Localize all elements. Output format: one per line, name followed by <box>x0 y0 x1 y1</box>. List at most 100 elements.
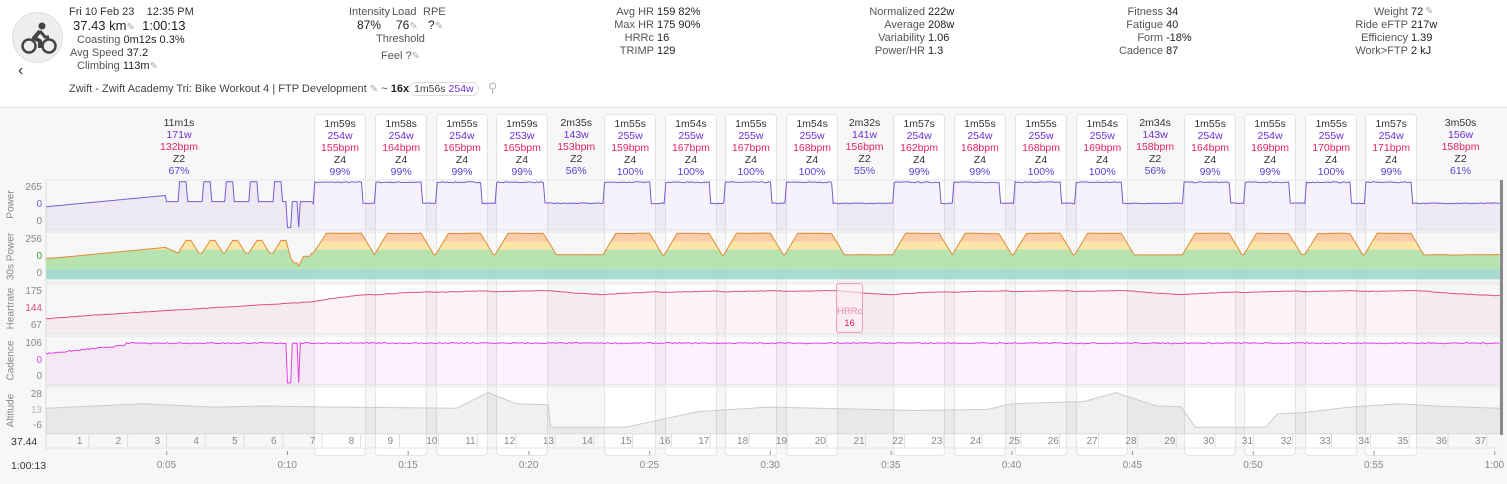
km-label: 21 <box>853 436 865 447</box>
interval-5[interactable]: 1m59s 253w 165bpm Z4 99% <box>495 114 548 456</box>
interval-hr: 168bpm <box>793 142 832 154</box>
y-tick-label: 0 <box>36 199 42 210</box>
interval-hr: 155bpm <box>321 142 359 154</box>
km-label: 36 <box>1436 436 1448 447</box>
km-label: 34 <box>1358 436 1370 447</box>
interval-hr: 156bpm <box>845 141 884 153</box>
cadence-line <box>45 341 1500 384</box>
interval-7[interactable]: 1m55s 255w 159bpm Z4 100% <box>604 114 657 456</box>
km-label: 26 <box>1047 436 1059 447</box>
stat-label: HRRc <box>624 32 654 44</box>
interval-11[interactable]: 2m32s 141w 156bpm Z2 55% <box>834 114 895 177</box>
y-tick-label: 0 <box>36 354 42 366</box>
interval-hr: 164bpm <box>1191 142 1230 154</box>
y-tick-label: 13 <box>30 404 42 416</box>
interval-2[interactable]: 1m59s 254w 155bpm Z4 99% <box>314 114 367 456</box>
interval-power: 254w <box>449 130 475 142</box>
repeat-count: 16x <box>390 83 410 95</box>
interval-duration: 1m57s <box>1375 118 1407 130</box>
interval-duration: 1m55s <box>446 118 478 130</box>
chart-scroll-handle[interactable] <box>1500 180 1503 435</box>
stat-value: 16 <box>657 32 670 44</box>
search-icon[interactable]: ⚲ <box>487 80 498 95</box>
interval-8[interactable]: 1m54s 255w 167bpm Z4 100% <box>664 114 717 456</box>
distance-value: 37.43 km <box>73 18 127 33</box>
stat-value: 1.06 <box>928 32 950 44</box>
repeat-pill[interactable]: 1m56s 254w <box>409 82 479 96</box>
interval-power: 254w <box>906 130 932 142</box>
interval-10[interactable]: 1m54s 255w 168bpm Z4 100% <box>786 114 839 456</box>
repeat-power: 254w <box>448 83 474 95</box>
km-label: 27 <box>1086 436 1098 447</box>
interval-percent: 99% <box>969 166 991 178</box>
interval-3[interactable]: 1m58s 254w 164bpm Z4 99% <box>375 114 428 456</box>
interval-percent: 100% <box>737 166 765 178</box>
km-label: 33 <box>1319 436 1331 447</box>
load-label: Load <box>392 6 417 18</box>
interval-15[interactable]: 1m54s 255w 169bpm Z4 100% <box>1076 114 1129 456</box>
interval-power: 255w <box>1028 130 1054 142</box>
stat-value: 72 <box>1411 6 1424 18</box>
zone-band-1 <box>46 268 1500 280</box>
edit-load-icon[interactable]: ✎ <box>409 21 418 32</box>
time-tick-label: 1:00 <box>1484 460 1505 471</box>
interval-19[interactable]: 1m55s 255w 170bpm Z4 100% <box>1305 114 1358 456</box>
interval-duration: 1m57s <box>903 118 935 130</box>
km-label: 29 <box>1164 436 1176 447</box>
interval-percent: 100% <box>1027 166 1055 178</box>
interval-power: 255w <box>738 130 764 142</box>
interval-duration: 1m58s <box>385 118 417 130</box>
edit-name-icon[interactable]: ✎ <box>369 84 379 95</box>
stat-label: TRIMP <box>619 45 654 57</box>
back-chevron-icon[interactable]: ‹ <box>18 62 24 79</box>
interval-20[interactable]: 1m57s 254w 171bpm Z4 99% <box>1365 114 1418 456</box>
y-tick-label: 28 <box>30 389 42 400</box>
altitude-line <box>45 392 1500 428</box>
edit-feel-icon[interactable]: ✎ <box>411 51 420 62</box>
interval-power: 254w <box>1197 130 1223 142</box>
interval-duration: 1m54s <box>675 118 707 130</box>
stat-value: 34 <box>1166 6 1179 18</box>
edit-distance-icon[interactable]: ✎ <box>126 22 135 33</box>
interval-9[interactable]: 1m55s 255w 167bpm Z4 100% <box>724 114 777 456</box>
interval-18[interactable]: 1m55s 254w 169bpm Z4 99% <box>1244 114 1297 456</box>
interval-16[interactable]: 2m34s 143w 158bpm Z2 56% <box>1124 114 1186 177</box>
km-label: 4 <box>193 436 199 447</box>
interval-power: 255w <box>617 130 643 142</box>
y-tick-label: 106 <box>25 338 42 349</box>
interval-zone: Z4 <box>912 154 926 166</box>
interval-1[interactable]: 11m1s 171w 132bpm Z2 67% <box>46 114 312 177</box>
km-label: 8 <box>348 436 355 447</box>
interval-21[interactable]: 3m50s 156w 158bpm Z2 61% <box>1414 114 1507 177</box>
interval-6[interactable]: 2m35s 143w 153bpm Z2 56% <box>545 114 607 177</box>
interval-14[interactable]: 1m55s 255w 168bpm Z4 100% <box>1015 114 1068 456</box>
workout-name[interactable]: Zwift - Zwift Academy Tri: Bike Workout … <box>69 83 367 95</box>
edit-climbing-icon[interactable]: ✎ <box>149 61 158 72</box>
power-area <box>46 181 1500 230</box>
climbing-label: Climbing <box>77 60 120 72</box>
col-fitness-row: Cadence 87 <box>963 45 1178 58</box>
edit-weight-icon[interactable]: ✎ <box>1425 6 1434 17</box>
km-label: 28 <box>1125 436 1137 447</box>
hrrc-marker[interactable]: HRRc 16 <box>836 283 863 333</box>
interval-12[interactable]: 1m57s 254w 162bpm Z4 99% <box>893 114 946 456</box>
time-total: 1:00:13 <box>11 460 47 472</box>
km-label: 13 <box>542 436 554 447</box>
interval-13[interactable]: 1m55s 254w 168bpm Z4 99% <box>953 114 1006 456</box>
interval-duration: 1m59s <box>506 118 538 130</box>
interval-zone: Z2 <box>570 153 583 165</box>
interval-percent: 99% <box>390 166 412 178</box>
interval-4[interactable]: 1m55s 254w 165bpm Z4 99% <box>435 114 488 456</box>
interval-power: 253w <box>509 130 535 142</box>
col-power-row: Normalized 222w <box>725 6 954 19</box>
interval-17[interactable]: 1m55s 254w 164bpm Z4 99% <box>1184 114 1237 456</box>
interval-duration: 3m50s <box>1444 117 1477 129</box>
y-tick-label: 265 <box>25 182 42 193</box>
hrrc-label: HRRc <box>837 306 863 317</box>
repeat-prefix: ~ <box>381 83 388 95</box>
interval-percent: 100% <box>677 166 705 178</box>
interval-duration: 1m54s <box>1086 118 1118 130</box>
edit-rpe-icon[interactable]: ✎ <box>434 21 444 32</box>
activity-type-avatar <box>12 12 63 63</box>
